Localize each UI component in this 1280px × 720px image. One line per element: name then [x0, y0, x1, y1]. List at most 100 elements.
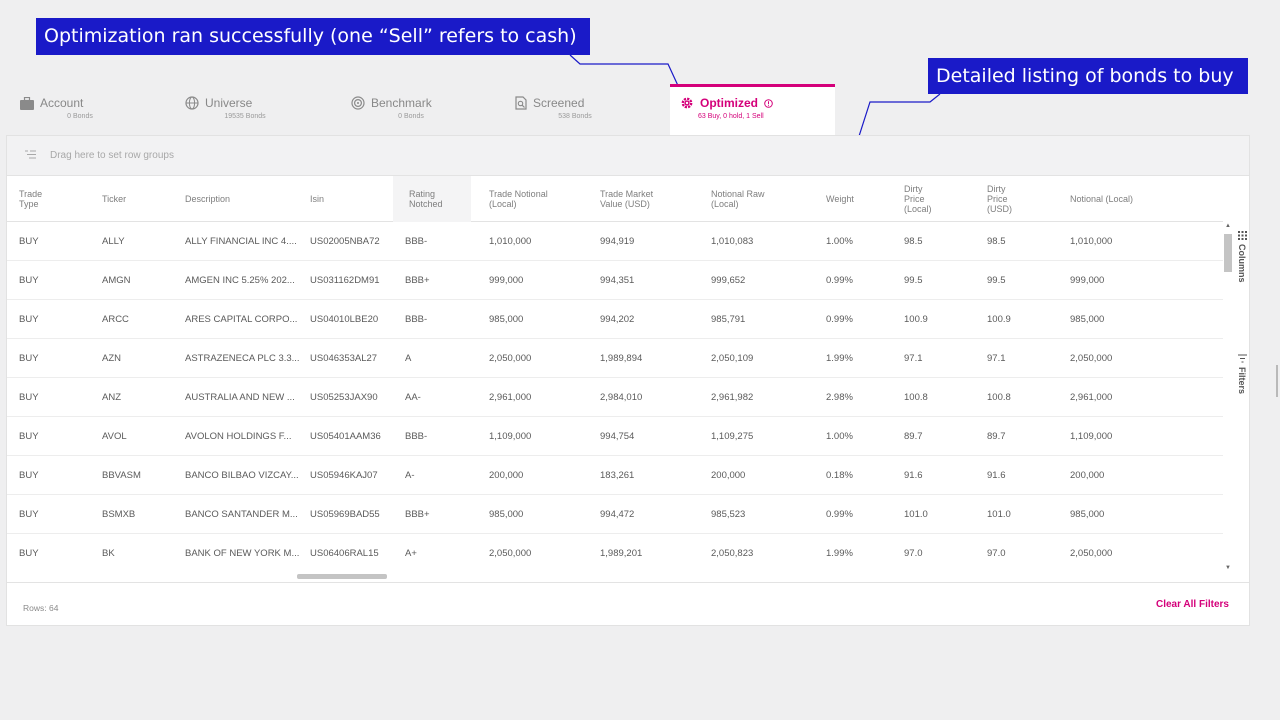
cell-weight: 2.98% [826, 392, 853, 403]
cell-notional-raw-local: 1,010,083 [711, 236, 754, 247]
tab-account[interactable]: Account 0 Bonds [10, 84, 140, 136]
filters-side-tab[interactable]: Filters [1234, 354, 1250, 394]
cell-trade-type: BUY [19, 509, 39, 520]
scrollbar-thumb[interactable] [1224, 234, 1232, 272]
table-row[interactable]: BUY AZN ASTRAZENECA PLC 3.3... US046353AL27… [7, 339, 1223, 378]
tab-universe[interactable]: Universe 19535 Bonds [175, 84, 305, 136]
callout-bond-listing: Detailed listing of bonds to buy [928, 58, 1248, 94]
table-row[interactable]: BUY ANZ AUSTRALIA AND NEW ... US05253JAX90 A… [7, 378, 1223, 417]
table-row[interactable]: BUY BSMXB BANCO SANTANDER M... US05969BAD55… [7, 495, 1223, 534]
tab-count: 0 Bonds [67, 113, 93, 120]
column-header-trade-type[interactable]: Trade Type [19, 189, 43, 209]
filters-label: Filters [1237, 367, 1247, 395]
cell-isin: US05253JAX90 [310, 392, 378, 403]
tab-benchmark[interactable]: Benchmark 0 Bonds [341, 84, 471, 136]
cell-notional-local: 985,000 [1070, 509, 1105, 520]
cell-dirty-price-usd: 91.6 [987, 470, 1006, 481]
cell-weight: 1.00% [826, 431, 853, 442]
cell-trade-type: BUY [19, 314, 39, 325]
cell-weight: 0.99% [826, 314, 853, 325]
table-row[interactable]: BUY AMGN AMGEN INC 5.25% 202... US031162DM9… [7, 261, 1223, 300]
cell-description: ARES CAPITAL CORPO... [185, 314, 298, 325]
cell-trade-notional-local: 2,050,000 [489, 548, 532, 559]
column-header-dirty-price-usd[interactable]: Dirty Price (USD) [987, 184, 1012, 214]
scroll-up-icon[interactable]: ▲ [1225, 223, 1231, 229]
clear-all-filters-link[interactable]: Clear All Filters [1156, 599, 1229, 610]
cell-trade-type: BUY [19, 275, 39, 286]
cell-trade-type: BUY [19, 392, 39, 403]
cell-weight: 1.99% [826, 548, 853, 559]
table-row[interactable]: BUY AVOL AVOLON HOLDINGS F... US05401AAM36 B… [7, 417, 1223, 456]
cell-notional-raw-local: 2,961,982 [711, 392, 754, 403]
scroll-down-icon[interactable]: ▼ [1225, 565, 1231, 571]
column-header-isin[interactable]: Isin [310, 194, 325, 204]
column-header-trade-market-value-usd[interactable]: Trade Market Value (USD) [600, 189, 654, 209]
tab-optimized[interactable]: Optimized 63 Buy, 0 hold, 1 Sell [670, 84, 835, 136]
cell-ticker: BSMXB [102, 509, 136, 520]
cell-trade-type: BUY [19, 431, 39, 442]
cell-rating-notched: A+ [405, 548, 417, 559]
columns-side-tab[interactable]: Columns [1234, 231, 1250, 283]
cell-isin: US05401AAM36 [310, 431, 381, 442]
cell-trade-notional-local: 2,050,000 [489, 353, 532, 364]
portfolio-tabs: Account 0 Bonds Universe 19535 Bonds Ben… [5, 84, 1250, 136]
cell-rating-notched: BBB- [405, 236, 428, 247]
cell-trade-notional-local: 1,109,000 [489, 431, 532, 442]
grid-footer: Rows: 64 Clear All Filters [7, 582, 1249, 626]
tab-count: 0 Bonds [398, 113, 424, 120]
tab-screened[interactable]: Screened 538 Bonds [505, 84, 635, 136]
cell-notional-local: 1,010,000 [1070, 236, 1113, 247]
results-grid-panel: Drag here to set row groups Trade Type Ti… [6, 135, 1250, 626]
cell-trade-type: BUY [19, 548, 39, 559]
columns-icon [1237, 231, 1247, 240]
cell-trade-market-value-usd: 994,754 [600, 431, 635, 442]
column-header-rating-notched[interactable]: Rating Notched [393, 176, 471, 222]
cell-description: BANCO BILBAO VIZCAY... [185, 470, 299, 481]
cell-ticker: ALLY [102, 236, 125, 247]
cell-rating-notched: BBB+ [405, 509, 430, 520]
cell-notional-raw-local: 999,652 [711, 275, 746, 286]
tab-label: Optimized [700, 96, 759, 110]
cell-ticker: AMGN [102, 275, 131, 286]
cell-trade-market-value-usd: 994,351 [600, 275, 635, 286]
table-row[interactable]: BUY BK BANK OF NEW YORK M... US06406RAL15 A+… [7, 534, 1223, 572]
column-header-description[interactable]: Description [185, 194, 231, 204]
cell-description: BANCO SANTANDER M... [185, 509, 298, 520]
cell-dirty-price-local: 91.6 [904, 470, 923, 481]
cell-ticker: ANZ [102, 392, 121, 403]
cell-rating-notched: BBB- [405, 431, 428, 442]
columns-label: Columns [1237, 244, 1247, 283]
cell-rating-notched: A- [405, 470, 415, 481]
gear-icon [680, 96, 694, 110]
cell-dirty-price-local: 98.5 [904, 236, 923, 247]
cell-notional-local: 2,961,000 [1070, 392, 1113, 403]
vertical-scrollbar[interactable]: ▲ ▼ [1223, 222, 1233, 572]
cell-ticker: AVOL [102, 431, 127, 442]
warning-circle-icon [764, 98, 773, 108]
table-row[interactable]: BUY ARCC ARES CAPITAL CORPO... US04010LBE20… [7, 300, 1223, 339]
cell-notional-local: 985,000 [1070, 314, 1105, 325]
cell-description: ALLY FINANCIAL INC 4.... [185, 236, 297, 247]
cell-notional-raw-local: 985,791 [711, 314, 746, 325]
cell-notional-local: 999,000 [1070, 275, 1105, 286]
cell-ticker: BBVASM [102, 470, 141, 481]
filter-icon [1237, 354, 1247, 363]
column-header-trade-notional-local[interactable]: Trade Notional (Local) [489, 189, 548, 209]
cell-notional-local: 1,109,000 [1070, 431, 1113, 442]
target-icon [351, 96, 365, 110]
tab-label: Universe [205, 96, 253, 110]
horizontal-scrollbar[interactable] [297, 574, 387, 579]
tab-label: Screened [533, 96, 585, 110]
column-header-dirty-price-local[interactable]: Dirty Price (Local) [904, 184, 932, 214]
column-header-weight[interactable]: Weight [826, 194, 854, 204]
cell-dirty-price-usd: 89.7 [987, 431, 1006, 442]
table-row[interactable]: BUY BBVASM BANCO BILBAO VIZCAY... US05946KA… [7, 456, 1223, 495]
column-header-notional-local[interactable]: Notional (Local) [1070, 194, 1134, 204]
column-header-notional-raw-local[interactable]: Notional Raw (Local) [711, 189, 765, 209]
column-header-ticker[interactable]: Ticker [102, 194, 127, 204]
cell-dirty-price-usd: 97.1 [987, 353, 1006, 364]
cell-isin: US046353AL27 [310, 353, 378, 364]
row-group-drop-zone[interactable]: Drag here to set row groups [7, 136, 1249, 176]
table-header: Trade Type Ticker Description Isin Rating No… [7, 176, 1223, 222]
table-row[interactable]: BUY ALLY ALLY FINANCIAL INC 4.... US02005NB… [7, 222, 1223, 261]
